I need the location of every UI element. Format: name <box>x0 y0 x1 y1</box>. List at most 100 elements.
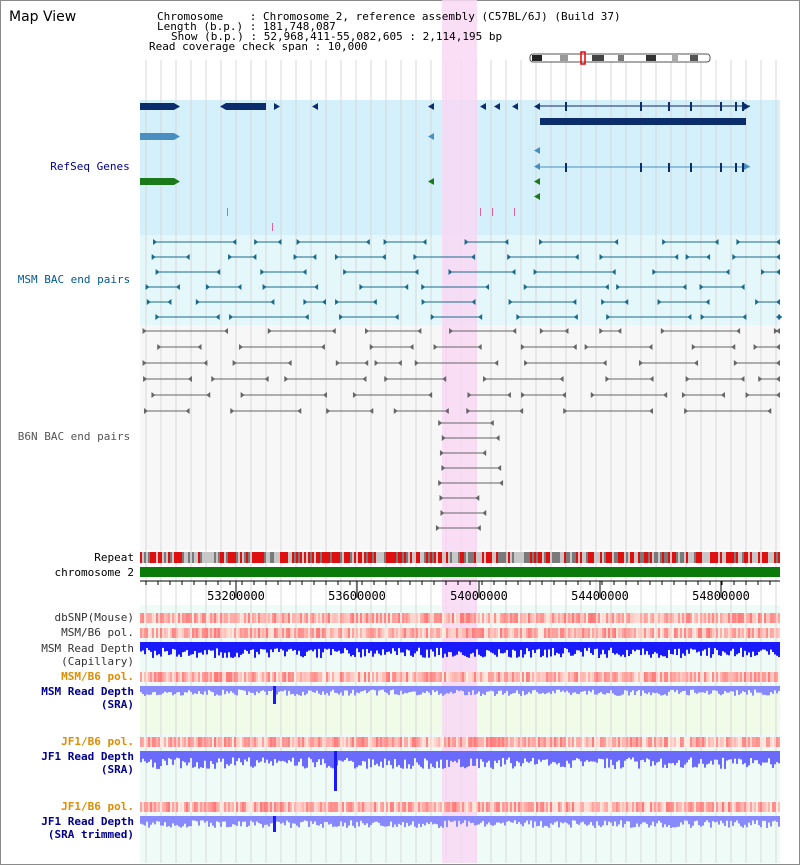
repeat-element <box>648 552 650 563</box>
read-depth-bar <box>470 686 472 696</box>
polymorphism-cell <box>312 737 314 747</box>
polymorphism-cell <box>602 802 604 812</box>
polymorphism-cell <box>398 802 400 812</box>
polymorphism-cell <box>682 672 684 682</box>
polymorphism-cell <box>174 672 176 682</box>
track-label-refseq[interactable]: RefSeq Genes <box>50 160 130 173</box>
read-depth-bar <box>766 686 768 696</box>
read-depth-bar <box>372 642 374 657</box>
polymorphism-cell <box>378 737 380 747</box>
read-depth-bar <box>710 751 712 761</box>
read-depth-bar <box>416 686 418 696</box>
read-depth-bar <box>522 816 524 827</box>
polymorphism-cell <box>268 737 270 747</box>
polymorphism-cell <box>214 737 216 747</box>
polymorphism-cell <box>318 802 320 812</box>
read-depth-bar <box>376 642 378 651</box>
show-range-info[interactable]: Show (b.p.) : 52,968,411-55,082,605 : 2,… <box>171 30 503 43</box>
read-depth-bar <box>556 686 558 690</box>
repeat-element <box>544 552 546 563</box>
polymorphism-cell <box>692 672 694 682</box>
repeat-element <box>670 552 672 563</box>
read-depth-bar <box>300 642 302 657</box>
polymorphism-cell <box>336 613 338 623</box>
polymorphism-cell <box>592 613 594 623</box>
polymorphism-cell <box>238 737 240 747</box>
polymorphism-cell <box>246 737 248 747</box>
polymorphism-cell <box>158 802 160 812</box>
bac-end-marker <box>602 360 607 366</box>
gene-arrow <box>534 163 540 170</box>
track-label-b6n-bac[interactable]: B6N BAC end pairs <box>17 430 131 443</box>
repeat-element <box>248 552 250 563</box>
read-depth-bar <box>362 816 364 824</box>
polymorphism-cell <box>732 613 734 623</box>
read-depth-bar <box>328 751 330 766</box>
polymorphism-cell <box>310 613 312 623</box>
polymorphism-cell <box>424 672 426 682</box>
polymorphism-cell <box>766 672 768 682</box>
repeat-element <box>614 552 616 563</box>
polymorphism-cell <box>422 737 424 747</box>
repeat-element <box>644 552 646 563</box>
read-depth-bar <box>582 816 584 822</box>
polymorphism-cell <box>282 672 284 682</box>
polymorphism-cell <box>396 628 398 638</box>
polymorphism-cell <box>644 737 646 747</box>
read-depth-bar <box>464 686 466 696</box>
repeat-element <box>508 552 510 563</box>
polymorphism-cell <box>294 672 296 682</box>
polymorphism-cell <box>620 672 622 682</box>
polymorphism-cell <box>704 672 706 682</box>
polymorphism-cell <box>416 802 418 812</box>
polymorphism-cell <box>140 613 142 623</box>
read-depth-bar <box>370 642 372 651</box>
read-depth-bar <box>430 816 432 822</box>
polymorphism-cell <box>404 802 406 812</box>
polymorphism-cell <box>350 672 352 682</box>
polymorphism-cell <box>418 613 420 623</box>
polymorphism-cell <box>482 613 484 623</box>
read-depth-bar <box>728 686 730 693</box>
repeat-element <box>174 552 176 563</box>
read-depth-bar <box>540 642 542 658</box>
bac-end-marker <box>359 284 364 290</box>
read-depth-bar <box>752 751 754 764</box>
repeat-element <box>216 552 218 563</box>
polymorphism-cell <box>422 613 424 623</box>
read-depth-bar <box>446 642 448 657</box>
repeat-element <box>182 552 184 563</box>
track-label-msm-bac[interactable]: MSM BAC end pairs <box>17 273 131 286</box>
polymorphism-cell <box>748 737 750 747</box>
polymorphism-cell <box>432 672 434 682</box>
read-depth-bar <box>742 816 744 828</box>
polymorphism-cell <box>192 737 194 747</box>
read-depth-bar <box>548 751 550 766</box>
polymorphism-cell <box>374 672 376 682</box>
repeat-element <box>712 552 714 563</box>
polymorphism-cell <box>642 672 644 682</box>
ideogram-band <box>532 55 542 61</box>
polymorphism-cell <box>576 672 578 682</box>
polymorphism-cell <box>182 628 184 638</box>
polymorphism-cell <box>776 672 778 682</box>
polymorphism-cell <box>684 613 686 623</box>
polymorphism-cell <box>174 737 176 747</box>
read-depth-bar <box>696 686 698 694</box>
polymorphism-cell <box>692 737 694 747</box>
polymorphism-cell <box>392 737 394 747</box>
polymorphism-cell <box>510 802 512 812</box>
bac-end-marker <box>195 299 200 305</box>
read-depth-bar <box>578 816 580 825</box>
repeat-element <box>192 552 194 563</box>
polymorphism-cell <box>214 613 216 623</box>
repeat-element <box>634 552 636 563</box>
bac-end-marker <box>732 254 737 260</box>
polymorphism-cell <box>568 672 570 682</box>
read-depth-bar <box>360 686 362 692</box>
polymorphism-cell <box>456 672 458 682</box>
polymorphism-cell <box>482 628 484 638</box>
read-depth-bar <box>402 686 404 695</box>
polymorphism-cell <box>764 613 766 623</box>
